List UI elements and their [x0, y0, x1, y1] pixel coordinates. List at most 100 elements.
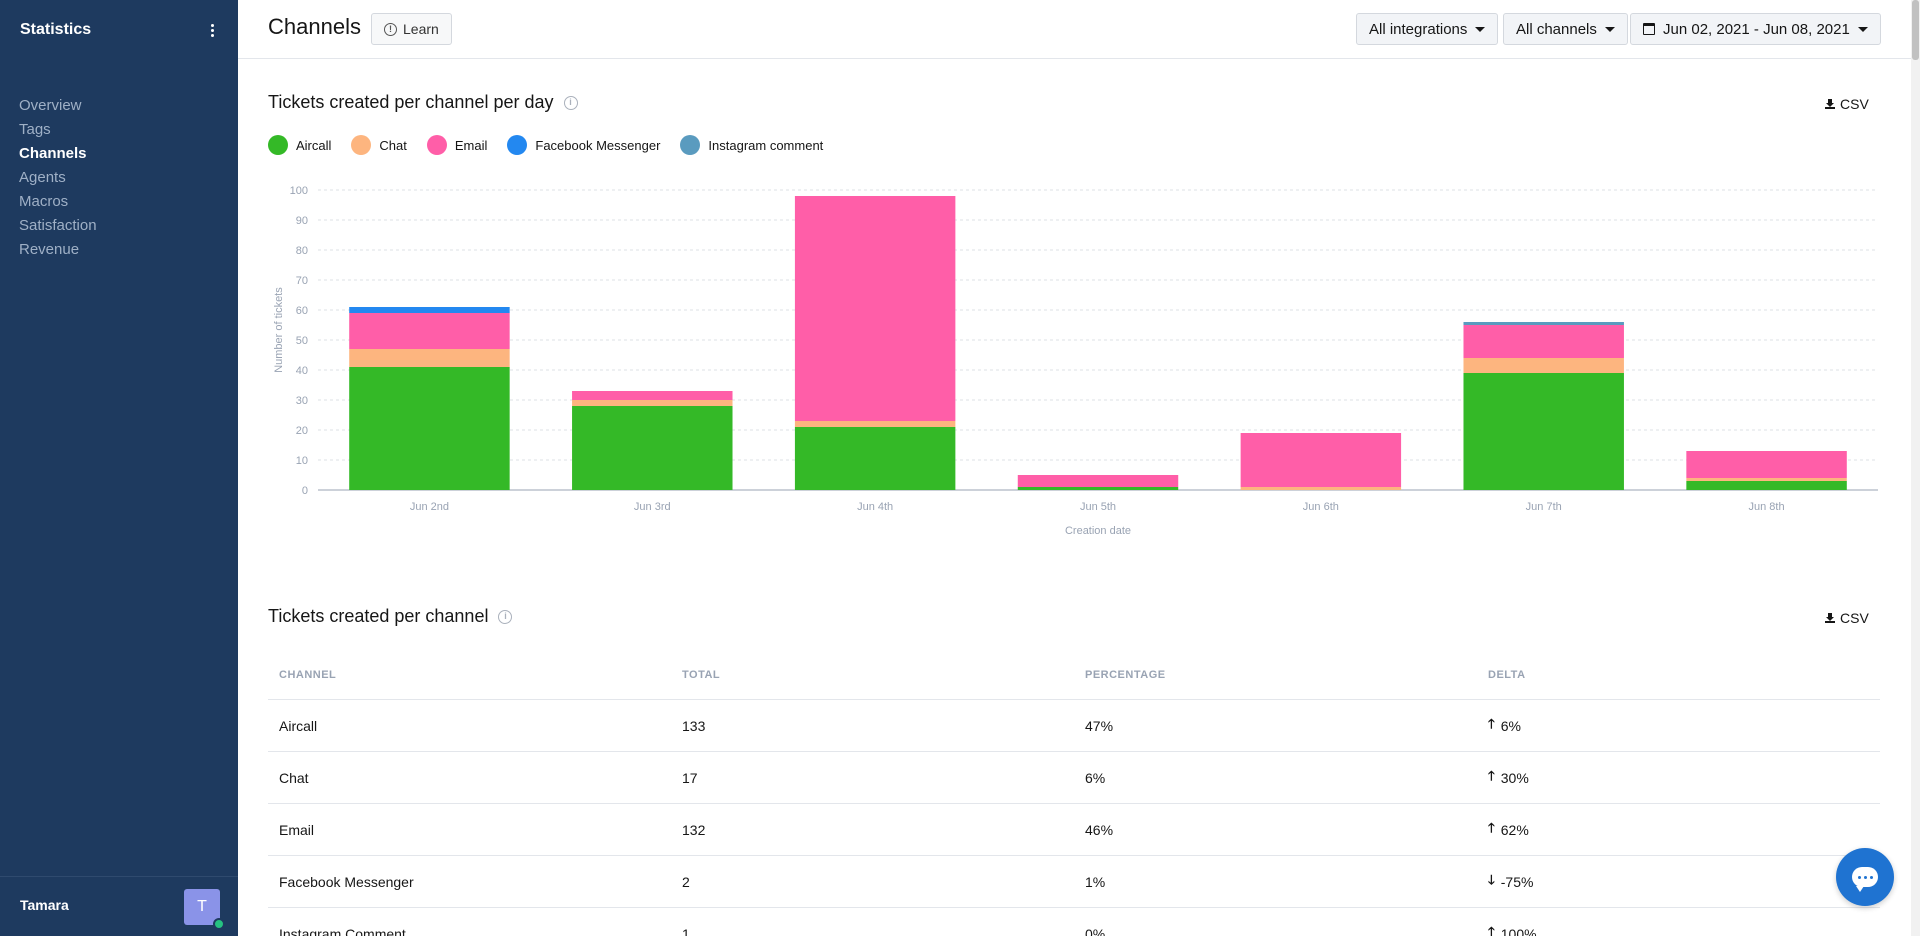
online-status-icon	[213, 918, 225, 930]
bar-segment	[1686, 481, 1847, 490]
chat-bubble-icon	[1852, 867, 1878, 892]
y-tick-label: 60	[296, 305, 308, 317]
legend-label: Instagram comment	[708, 137, 824, 153]
learn-button[interactable]: ! Learn	[371, 13, 452, 45]
y-tick-label: 40	[296, 365, 308, 377]
table-csv-label: CSV	[1840, 610, 1869, 626]
sidebar-item-agents[interactable]: Agents	[19, 169, 66, 186]
sidebar-item-channels[interactable]: Channels	[19, 145, 87, 162]
x-tick-label: Jun 6th	[1303, 501, 1339, 513]
sidebar-item-tags[interactable]: Tags	[19, 121, 51, 138]
column-header-delta[interactable]: DELTA	[1488, 668, 1526, 681]
x-tick-label: Jun 5th	[1080, 501, 1116, 513]
date-range-picker[interactable]: Jun 02, 2021 - Jun 08, 2021	[1630, 13, 1881, 45]
arrow-down-icon: 🡓	[1488, 871, 1495, 887]
info-icon[interactable]: i	[563, 95, 578, 110]
channels-filter[interactable]: All channels	[1503, 13, 1628, 45]
sidebar-title: Statistics	[20, 21, 92, 38]
info-icon: !	[384, 22, 397, 36]
bar-segment	[349, 367, 510, 490]
caret-down-icon	[1475, 26, 1486, 32]
sidebar-item-revenue[interactable]: Revenue	[19, 241, 80, 258]
legend-item[interactable]: Chat	[351, 135, 407, 155]
table-header: CHANNEL TOTAL PERCENTAGE DELTA	[268, 650, 1880, 700]
cell-percentage: 0%	[1085, 925, 1106, 936]
bar-segment	[349, 349, 510, 367]
legend-swatch	[426, 135, 447, 155]
x-tick-label: Jun 7th	[1526, 501, 1562, 513]
bar-segment	[794, 421, 956, 427]
arrow-up-icon: 🡑	[1488, 923, 1495, 936]
table-row: Facebook Messenger 2 1% 🡓 -75%	[268, 856, 1880, 908]
legend-item[interactable]: Aircall	[268, 135, 331, 155]
y-tick-label: 80	[296, 245, 308, 257]
chart-csv-button[interactable]: CSV	[1825, 96, 1869, 112]
legend-item[interactable]: Instagram comment	[680, 135, 823, 155]
table-row: Instagram Comment 1 0% 🡑 100%	[268, 908, 1880, 936]
column-header-percentage[interactable]: PERCENTAGE	[1085, 668, 1166, 681]
column-header-total[interactable]: TOTAL	[682, 668, 721, 681]
table-csv-button[interactable]: CSV	[1825, 610, 1869, 626]
table-row: Aircall 133 47% 🡑 6%	[268, 700, 1880, 752]
cell-total: 17	[682, 769, 698, 786]
table-title: Tickets created per channel	[268, 606, 489, 626]
cell-percentage: 6%	[1085, 769, 1106, 786]
bar-segment	[349, 313, 510, 349]
sidebar-item-macros[interactable]: Macros	[19, 193, 69, 210]
chart-section-title: Tickets created per channel per day i	[268, 92, 578, 113]
delta-value: 100%	[1500, 925, 1537, 936]
chart-csv-label: CSV	[1840, 96, 1869, 112]
more-vertical-icon[interactable]	[204, 20, 220, 40]
cell-channel: Instagram Comment	[279, 925, 406, 936]
x-tick-label: Jun 2nd	[410, 501, 449, 513]
bar-segment	[572, 400, 733, 406]
cell-total: 132	[682, 821, 706, 838]
date-range-label: Jun 02, 2021 - Jun 08, 2021	[1663, 20, 1850, 38]
scrollbar-thumb[interactable]	[1912, 0, 1919, 60]
legend-item[interactable]: Facebook Messenger	[507, 135, 660, 155]
legend-item[interactable]: Email	[426, 135, 488, 155]
cell-channel: Chat	[279, 769, 309, 786]
bar-segment	[1463, 373, 1624, 490]
chart-legend: Aircall Chat Email Facebook Messenger Instag…	[268, 135, 823, 155]
legend-label: Email	[454, 137, 488, 153]
avatar[interactable]: T	[184, 889, 225, 930]
cell-channel: Email	[279, 821, 315, 838]
bar-segment	[1686, 478, 1847, 481]
bar-segment	[1240, 433, 1402, 487]
stacked-bar-chart: 0 10 20 30 40 50 60 70 80 90 100 Jun 2nd Jun 3rd Jun …	[273, 185, 1878, 537]
column-header-channel[interactable]: CHANNEL	[279, 668, 337, 681]
bar-segment	[1463, 358, 1624, 373]
cell-percentage: 1%	[1085, 873, 1106, 890]
chat-launcher-button[interactable]	[1836, 848, 1894, 906]
info-icon[interactable]: i	[498, 609, 513, 624]
legend-swatch	[680, 135, 701, 155]
topbar: Channels ! Learn All integrations All ch…	[238, 0, 1920, 59]
cell-delta: 🡑 30%	[1477, 767, 1880, 789]
y-tick-label: 10	[296, 455, 308, 467]
main-content: Channels ! Learn All integrations All ch…	[238, 0, 1920, 936]
bar-segment	[794, 196, 956, 421]
delta-value: -75%	[1500, 873, 1534, 890]
cell-percentage: 47%	[1085, 717, 1114, 734]
cell-delta: 🡑 6%	[1477, 715, 1880, 737]
sidebar-footer: Tamara T	[0, 876, 238, 936]
y-axis-title: Number of tickets	[273, 287, 285, 373]
y-tick-label: 100	[290, 185, 308, 197]
sidebar-item-satisfaction[interactable]: Satisfaction	[19, 217, 97, 234]
arrow-up-icon: 🡑	[1488, 819, 1495, 835]
user-name[interactable]: Tamara	[20, 897, 69, 913]
avatar-initial: T	[197, 898, 207, 915]
legend-swatch	[268, 135, 288, 155]
delta-value: 62%	[1500, 821, 1529, 838]
bar-segment	[1686, 451, 1847, 478]
integrations-filter[interactable]: All integrations	[1356, 13, 1499, 45]
y-tick-label: 90	[296, 215, 308, 227]
cell-total: 1	[682, 925, 690, 936]
vertical-scrollbar[interactable]	[1911, 0, 1920, 936]
cell-delta: 🡑 100%	[1477, 923, 1880, 936]
delta-value: 6%	[1500, 717, 1521, 734]
sidebar-item-overview[interactable]: Overview	[19, 97, 82, 114]
download-icon	[1825, 99, 1835, 109]
y-tick-label: 30	[296, 395, 308, 407]
